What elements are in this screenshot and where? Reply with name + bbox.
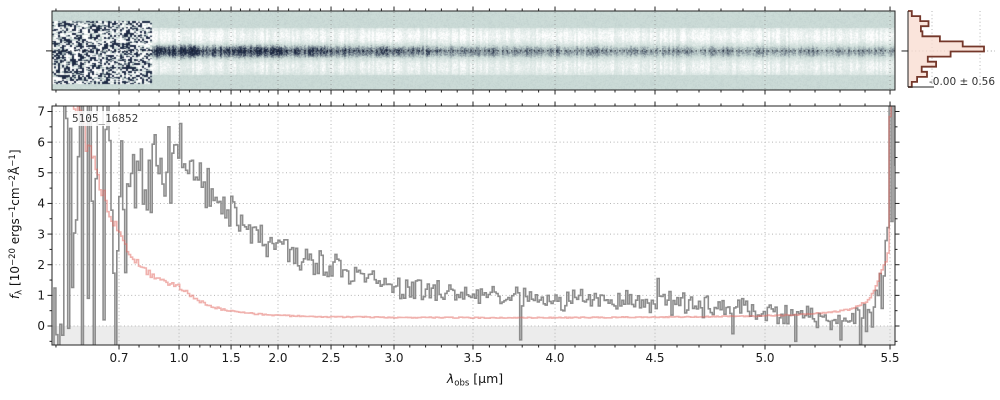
- histogram-step-outline: [908, 10, 985, 88]
- y-tick-label: 5: [37, 166, 45, 180]
- x-tick-label: 5.5: [880, 351, 899, 365]
- histogram-stats-label: -0.00 ± 0.56: [929, 76, 996, 88]
- y-tick-label: 2: [37, 258, 45, 272]
- x-tick-label: 0.7: [109, 351, 128, 365]
- flux-step-line: [53, 106, 895, 345]
- x-tick-label: 4.5: [645, 351, 664, 365]
- panel-2d-axes: [46, 6, 896, 95]
- x-tick-label: 2.5: [321, 351, 340, 365]
- below-zero-shade: [52, 326, 895, 345]
- histogram-panel: [901, 10, 995, 88]
- x-tick-label: 1.0: [169, 351, 188, 365]
- y-axis-label: fλ [10−20 ergs−1cm−2Å−1]: [7, 149, 25, 300]
- x-tick-label: 5.0: [755, 351, 774, 365]
- x-tick-label: 3.5: [463, 351, 482, 365]
- y-tick-label: 0: [37, 319, 45, 333]
- panel-1d-frame: [51, 105, 896, 346]
- y-tick-label: 1: [37, 289, 45, 303]
- x-tick-label: 2.0: [268, 351, 287, 365]
- object-id-label: 5105_16852: [69, 111, 142, 126]
- y-tick-label: 3: [37, 227, 45, 241]
- error-step-line: [72, 106, 892, 319]
- x-tick-label: 3.0: [384, 351, 403, 365]
- y-tick-label: 7: [37, 105, 45, 119]
- x-tick-label: 4.0: [545, 351, 564, 365]
- panel-1d-axes: 0.7 1.0 1.5 2.0 2.5 3.0 3.5 4.0 4.5 5.0 5.5 0 1 2 3 4 5 6…: [37, 101, 900, 365]
- x-axis-label: λobs [μm]: [446, 371, 504, 389]
- x-tick-label: 1.5: [222, 351, 241, 365]
- y-tick-label: 6: [37, 135, 45, 149]
- y-tick-label: 4: [37, 197, 45, 211]
- histogram-fill: [908, 11, 984, 87]
